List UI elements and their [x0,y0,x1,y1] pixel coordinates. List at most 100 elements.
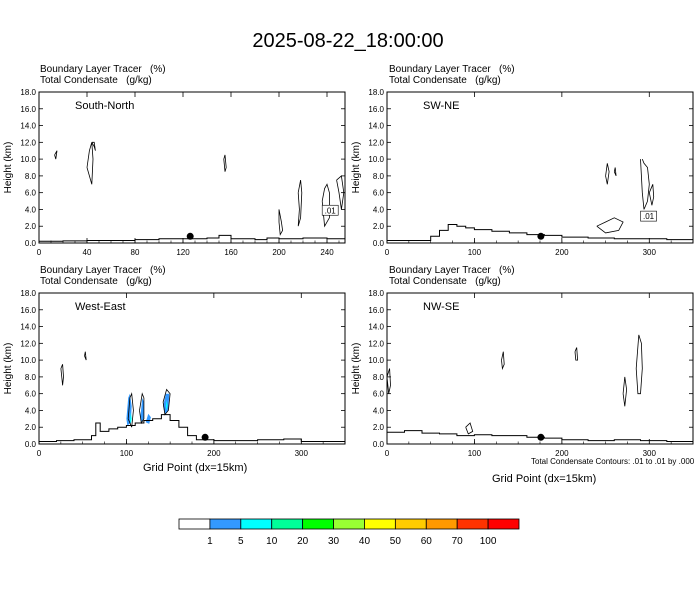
panel4-header-line2: Total Condensate (g/kg) [389,276,501,287]
condensate-contour-4 [297,180,303,227]
x-tick-label: 300 [643,449,657,458]
panel-label: SW-NE [423,100,459,112]
y-tick-label: 12.0 [368,339,384,348]
colorbar-label: 30 [327,536,340,547]
y-tick-label: 14.0 [368,122,384,131]
y-tick-label: 14.0 [20,323,36,332]
x-tick-label: 200 [555,248,569,257]
y-tick-label: 14.0 [368,323,384,332]
colorbar-box-0 [178,518,211,530]
y-tick-label: 6.0 [373,390,385,399]
x-tick-label: 40 [83,248,92,257]
panel4-header: Boundary Layer Tracer (%) Total Condensa… [389,265,515,287]
location-marker [186,232,194,240]
tracer-shade-5 [145,413,151,424]
condensate-contour-4 [596,217,624,234]
contour-label-box [640,210,657,222]
y-tick-label: 10.0 [20,356,36,365]
x-tick-label: 100 [468,449,482,458]
location-marker [537,433,545,441]
condensate-contour-4 [162,388,171,416]
condensate-contour-1 [84,351,87,361]
location-marker [201,433,209,441]
panel-sw-ne: .01 0.0 2.0 4.0 6.0 8.0 10.0 12.0 14.0 16.0 18.0 0 1… [351,88,694,257]
panel-label: South-North [75,100,134,112]
x-tick-label: 0 [37,449,42,458]
condensate-contour-1 [501,351,505,371]
chart-title: 2025-08-22_18:00:00 [252,30,444,52]
y-tick-label: 0.0 [373,440,385,449]
y-tick-label: 4.0 [25,205,37,214]
condensate-contour-6 [278,209,284,236]
y-tick-label: 2.0 [373,222,385,231]
condensate-contour-2 [640,158,650,210]
condensate-contour-3 [648,184,655,206]
y-tick-label: 16.0 [368,306,384,315]
y-tick-label: 0.0 [373,239,385,248]
y-tick-label: 2.0 [373,423,385,432]
y-tick-label: 14.0 [20,122,36,131]
panel-west-east: 0.0 2.0 4.0 6.0 8.0 10.0 12.0 14.0 16.0 18.0 0 100 2… [3,289,346,458]
condensate-contour-3 [223,154,227,172]
y-tick-label: 8.0 [25,172,37,181]
y-tick-label: 2.0 [25,423,37,432]
panel-nw-se: 0.0 2.0 4.0 6.0 8.0 10.0 12.0 14.0 16.0 18.0 0 100 2… [351,289,694,458]
colorbar-label: 100 [479,536,497,547]
panel2-header-line2: Total Condensate (g/kg) [389,75,501,86]
panel3-header-line2: Total Condensate (g/kg) [40,276,152,287]
y-tick-label: 12.0 [20,138,36,147]
panel1-header-line2: Total Condensate (g/kg) [40,75,152,86]
y-tick-label: 4.0 [373,205,385,214]
condensate-contour-0 [86,142,94,185]
panel-label: NW-SE [423,301,459,313]
x-tick-label: 300 [643,248,657,257]
colorbar-box-1 [209,518,242,530]
colorbar [178,518,520,530]
colorbar-box-2 [240,518,273,530]
terrain-line [39,414,346,443]
y-axis-label: Height (km) [351,142,362,194]
terrain-line [387,430,693,442]
plot-frame [38,292,346,445]
condensate-contour-0 [60,364,64,386]
panel4-xlabel: Grid Point (dx=15km) [492,473,597,485]
y-tick-label: 16.0 [20,105,36,114]
condensate-contour-0 [605,163,610,185]
panel3-header-line1: Boundary Layer Tracer (%) [40,265,166,276]
x-tick-label: 100 [120,449,134,458]
x-tick-label: 300 [295,449,309,458]
colorbar-box-4 [302,518,334,530]
panel2-header: Boundary Layer Tracer (%) Total Condensa… [389,64,515,86]
x-tick-label: 200 [555,449,569,458]
panel-south-north: .01 0.0 2.0 4.0 6.0 8.0 10.0 12.0 14.0 16.0 18.0 0 4… [3,88,346,257]
condensate-contour-1 [54,150,58,160]
y-tick-label: 18.0 [20,289,36,298]
colorbar-label: 70 [451,536,463,547]
condensate-contour-3 [635,334,643,395]
panel3-header: Boundary Layer Tracer (%) Total Condensa… [40,265,166,287]
y-tick-label: 12.0 [20,339,36,348]
colorbar-label: 50 [389,536,401,547]
y-tick-label: 18.0 [368,88,384,97]
plot-frame [38,91,346,244]
condensate-contour-2 [574,347,579,361]
condensate-contour-4 [622,376,628,407]
condensate-contour-2 [91,141,96,151]
colorbar-box-7 [394,518,427,530]
y-axis-label: Height (km) [3,142,14,194]
condensate-contour-7 [336,175,345,210]
y-tick-label: 10.0 [20,155,36,164]
colorbar-label: 1 [207,536,213,547]
x-tick-label: 100 [468,248,482,257]
y-tick-label: 12.0 [368,138,384,147]
tracer-shade-3 [129,412,132,424]
x-tick-label: 160 [224,248,238,257]
condensate-contour-1 [613,167,617,177]
colorbar-label: 10 [266,536,278,547]
y-tick-label: 18.0 [20,88,36,97]
terrain-line [39,234,346,242]
y-tick-label: 8.0 [373,373,385,382]
condensate-contour-0 [386,368,391,394]
colorbar-label: 5 [238,536,244,547]
y-tick-label: 8.0 [373,172,385,181]
